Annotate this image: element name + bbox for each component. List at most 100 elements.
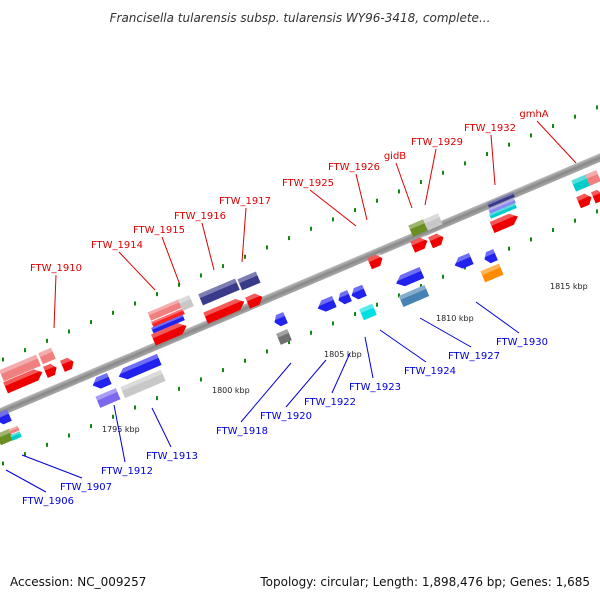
gene-box-cyan[interactable] xyxy=(359,303,377,321)
reverse-gene-label[interactable]: FTW_1930 xyxy=(496,337,548,348)
gene-box-cyan[interactable] xyxy=(571,174,591,192)
accession-text: Accession: NC_009257 xyxy=(10,575,146,589)
tick-mark xyxy=(112,310,114,315)
gene-box-cyan[interactable] xyxy=(489,203,517,219)
forward-gene-label[interactable]: gmhA xyxy=(519,109,548,120)
gene-arrow-blue[interactable] xyxy=(116,353,162,382)
tick-mark xyxy=(420,284,422,289)
gene-box-red[interactable] xyxy=(151,308,185,328)
reverse-gene-label[interactable]: FTW_1906 xyxy=(22,496,74,507)
reverse-leader-line xyxy=(113,404,126,463)
tick-mark xyxy=(486,152,488,157)
reverse-gene-label[interactable]: FTW_1918 xyxy=(216,426,268,437)
tick-mark xyxy=(112,414,114,419)
gene-arrow-blue[interactable] xyxy=(315,295,337,314)
gene-box-blue[interactable] xyxy=(151,314,185,334)
forward-gene-label[interactable]: FTW_1932 xyxy=(464,123,516,134)
gene-arrow-red[interactable] xyxy=(489,211,520,233)
gene-arrow-red[interactable] xyxy=(410,235,429,253)
gene-arrow-blue[interactable] xyxy=(452,252,474,271)
gene-arrow-red[interactable] xyxy=(3,366,45,394)
tick-mark xyxy=(200,377,202,382)
gene-arrow-red[interactable] xyxy=(591,188,600,204)
reverse-gene-label[interactable]: FTW_1912 xyxy=(101,466,153,477)
forward-gene-label[interactable]: FTW_1925 xyxy=(282,178,334,189)
tick-mark xyxy=(354,312,356,317)
gene-box-orange[interactable] xyxy=(480,263,504,283)
reverse-gene-label[interactable]: FTW_1922 xyxy=(304,397,356,408)
gene-arrow-red[interactable] xyxy=(576,191,594,209)
gene-box-lavender[interactable] xyxy=(488,198,516,214)
gene-arrow-red[interactable] xyxy=(151,320,189,346)
gene-box-slate[interactable] xyxy=(95,388,121,408)
scale-label-1805: 1805 kbp xyxy=(324,350,362,359)
reverse-gene-label[interactable]: FTW_1924 xyxy=(404,366,456,377)
gene-box-navy[interactable] xyxy=(237,271,261,291)
gene-box-pink[interactable] xyxy=(38,347,56,365)
gene-arrow-red[interactable] xyxy=(60,356,76,372)
genome-backbone xyxy=(0,125,600,445)
gene-box-olive[interactable] xyxy=(0,428,14,446)
gene-arrow-red[interactable] xyxy=(203,296,246,324)
reverse-gene-label[interactable]: FTW_1907 xyxy=(60,482,112,493)
gene-box-pink[interactable] xyxy=(0,354,41,382)
forward-gene-label[interactable]: gidB xyxy=(384,151,406,162)
tick-mark xyxy=(156,292,158,297)
reverse-gene-label[interactable]: FTW_1927 xyxy=(448,351,500,362)
tick-mark xyxy=(398,189,400,194)
gene-box-navy[interactable] xyxy=(487,192,515,208)
tick-mark xyxy=(2,357,4,362)
gene-arrow-blue[interactable] xyxy=(482,249,498,265)
gene-arrow-red[interactable] xyxy=(43,362,59,378)
forward-gene-label[interactable]: FTW_1929 xyxy=(411,137,463,148)
gene-box-pink[interactable] xyxy=(585,170,600,186)
forward-gene-label[interactable]: FTW_1916 xyxy=(174,211,226,222)
gene-arrow-blue[interactable] xyxy=(272,312,288,328)
tick-mark xyxy=(596,105,598,110)
tick-mark xyxy=(530,133,532,138)
forward-leader-line xyxy=(241,207,247,263)
gene-box-grey[interactable] xyxy=(276,329,292,345)
forward-leader-line xyxy=(309,189,357,227)
reverse-leader-line xyxy=(364,336,374,379)
gene-box-grey[interactable] xyxy=(120,369,166,399)
gene-box-cyan[interactable] xyxy=(10,431,22,441)
gene-arrow-red[interactable] xyxy=(367,252,385,270)
gene-arrow-blue[interactable] xyxy=(349,284,367,302)
tick-mark xyxy=(288,340,290,345)
gene-box-pink[interactable] xyxy=(8,425,20,435)
forward-gene-label[interactable]: FTW_1910 xyxy=(30,263,82,274)
tick-mark xyxy=(90,424,92,429)
gene-box-grey[interactable] xyxy=(423,213,443,231)
gene-arrow-blue[interactable] xyxy=(336,290,352,306)
forward-gene-label[interactable]: FTW_1915 xyxy=(133,225,185,236)
tick-mark xyxy=(552,124,554,129)
reverse-leader-line xyxy=(21,454,83,479)
tick-mark xyxy=(134,301,136,306)
reverse-gene-label[interactable]: FTW_1913 xyxy=(146,451,198,462)
tick-mark xyxy=(530,237,532,242)
tick-mark xyxy=(156,396,158,401)
gene-arrow-blue[interactable] xyxy=(0,409,12,427)
forward-leader-line xyxy=(53,274,57,329)
forward-gene-label[interactable]: FTW_1914 xyxy=(91,240,143,251)
gene-box-steel[interactable] xyxy=(398,285,430,307)
tick-mark xyxy=(46,442,48,447)
gene-box-olive[interactable] xyxy=(408,219,428,237)
forward-gene-label[interactable]: FTW_1926 xyxy=(328,162,380,173)
gene-arrow-red[interactable] xyxy=(428,231,446,249)
gene-box-grey[interactable] xyxy=(178,295,194,311)
gene-arrow-blue[interactable] xyxy=(393,267,425,289)
tick-mark xyxy=(244,254,246,259)
gene-box-navy[interactable] xyxy=(198,278,240,306)
gene-box-pink[interactable] xyxy=(147,299,183,321)
reverse-gene-label[interactable]: FTW_1923 xyxy=(349,382,401,393)
reverse-gene-label[interactable]: FTW_1920 xyxy=(260,411,312,422)
tick-mark xyxy=(178,282,180,287)
gene-arrow-blue[interactable] xyxy=(90,372,112,391)
gene-arrow-red[interactable] xyxy=(245,291,264,309)
forward-gene-label[interactable]: FTW_1917 xyxy=(219,196,271,207)
reverse-leader-line xyxy=(379,329,427,363)
reverse-leader-line xyxy=(419,317,472,348)
